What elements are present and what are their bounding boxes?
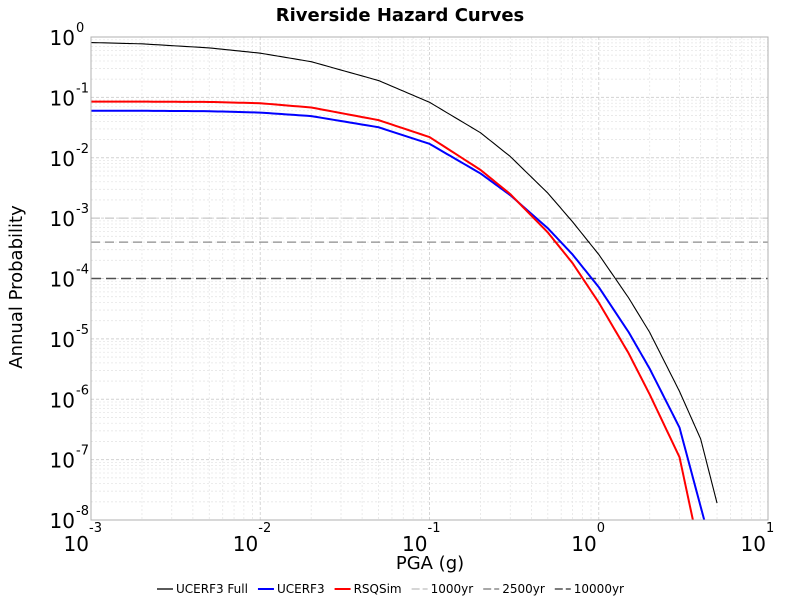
legend-label: 10000yr xyxy=(574,582,624,596)
legend-item: 2500yr xyxy=(483,582,545,596)
x-tick-exponent: -2 xyxy=(258,521,271,536)
legend-item: UCERF3 Full xyxy=(157,582,248,596)
y-tick-label: 10 -4 xyxy=(50,263,89,292)
y-tick-base: 10 xyxy=(50,388,75,412)
x-tick-base: 10 xyxy=(741,532,766,556)
x-tick-exponent: -3 xyxy=(89,521,102,536)
y-tick-exponent: -4 xyxy=(76,263,89,278)
x-tick-label: 10-2 xyxy=(233,521,271,556)
legend-label: 2500yr xyxy=(502,582,545,596)
y-tick-exponent: -3 xyxy=(76,202,89,217)
y-tick-label: 10 -5 xyxy=(50,323,89,352)
y-tick-base: 10 xyxy=(50,207,75,231)
legend: UCERF3 Full UCERF3 RSQSim 1000yr 2500yr 10000… xyxy=(157,582,624,596)
y-tick-exponent: -6 xyxy=(76,383,89,398)
x-tick-label: 100 xyxy=(571,521,605,556)
legend-label: RSQSim xyxy=(354,582,402,596)
x-tick-base: 10 xyxy=(571,532,596,556)
plot-area xyxy=(90,36,769,521)
y-tick-base: 10 xyxy=(50,147,75,171)
legend-label: 1000yr xyxy=(431,582,474,596)
legend-label: UCERF3 Full xyxy=(176,582,248,596)
y-tick-base: 10 xyxy=(50,268,75,292)
chart-title: Riverside Hazard Curves xyxy=(276,5,525,26)
y-tick-label: 10 -8 xyxy=(50,504,89,533)
x-tick-base: 10 xyxy=(402,532,427,556)
y-tick-exponent: -5 xyxy=(76,323,89,338)
legend-item: UCERF3 xyxy=(257,582,325,596)
y-tick-base: 10 xyxy=(50,26,75,50)
legend-item: 10000yr xyxy=(554,582,624,596)
y-tick-label: 10 0 xyxy=(50,21,85,50)
y-tick-exponent: -8 xyxy=(76,504,89,519)
x-tick-base: 10 xyxy=(233,532,258,556)
x-tick-exponent: -1 xyxy=(428,521,441,536)
y-tick-label: 10 -1 xyxy=(50,81,89,110)
y-tick-exponent: -1 xyxy=(76,81,89,96)
series-line-UCERF3-Full xyxy=(91,41,718,504)
x-tick-label: 10-1 xyxy=(402,521,440,556)
y-tick-exponent: -7 xyxy=(76,444,89,459)
legend-label: UCERF3 xyxy=(277,582,325,596)
x-tick-base: 10 xyxy=(64,532,89,556)
y-tick-exponent: -2 xyxy=(76,142,89,157)
x-tick-label: 101 xyxy=(741,521,775,556)
plot-border xyxy=(90,36,769,521)
x-tick-exponent: 1 xyxy=(766,521,774,536)
y-tick-label: 10 -7 xyxy=(50,444,89,473)
legend-item: RSQSim xyxy=(334,582,402,596)
y-tick-exponent: 0 xyxy=(76,21,84,36)
legend-item: 1000yr xyxy=(411,582,474,596)
series-line-RSQSim xyxy=(91,100,694,520)
y-tick-base: 10 xyxy=(50,86,75,110)
y-tick-base: 10 xyxy=(50,449,75,473)
x-tick-exponent: 0 xyxy=(597,521,605,536)
series-group xyxy=(91,41,768,520)
series-line-UCERF3 xyxy=(91,109,706,520)
x-tick-label: 10-3 xyxy=(64,521,102,556)
y-axis-label: Annual Probability xyxy=(6,205,27,369)
x-axis-label: PGA (g) xyxy=(396,553,464,574)
y-tick-base: 10 xyxy=(50,328,75,352)
y-tick-base: 10 xyxy=(50,509,75,533)
y-tick-label: 10 -3 xyxy=(50,202,89,231)
y-tick-label: 10 -2 xyxy=(50,142,89,171)
y-tick-label: 10 -6 xyxy=(50,383,89,412)
